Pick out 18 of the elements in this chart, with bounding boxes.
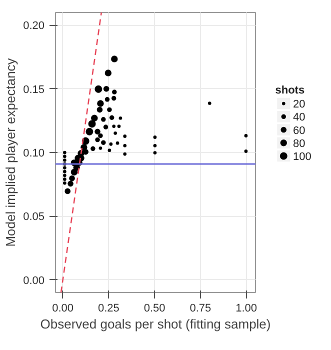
x-tick-label: 0.25 [98, 302, 120, 314]
x-tick-label: 1.00 [236, 302, 258, 314]
legend-label: 60 [292, 124, 306, 137]
x-tick-label: 0.50 [144, 302, 166, 314]
x-tick-label: 0.00 [52, 302, 74, 314]
y-axis-title: Model implied player expectancy [3, 58, 18, 247]
legend-label: 100 [292, 151, 312, 163]
legend-title: shots [275, 84, 305, 96]
y-tick-label: 0.00 [23, 274, 45, 287]
x-axis-title: Observed goals per shot (fitting sample) [40, 316, 271, 332]
legend-label: 80 [292, 138, 306, 150]
y-tick-label: 0.20 [23, 20, 45, 32]
y-tick-label: 0.15 [23, 84, 45, 96]
legend-label: 40 [292, 112, 306, 124]
legend-label: 20 [292, 98, 306, 111]
y-tick-label: 0.10 [23, 148, 45, 160]
y-tick-label: 0.05 [23, 211, 45, 224]
x-tick-label: 0.75 [190, 302, 212, 314]
